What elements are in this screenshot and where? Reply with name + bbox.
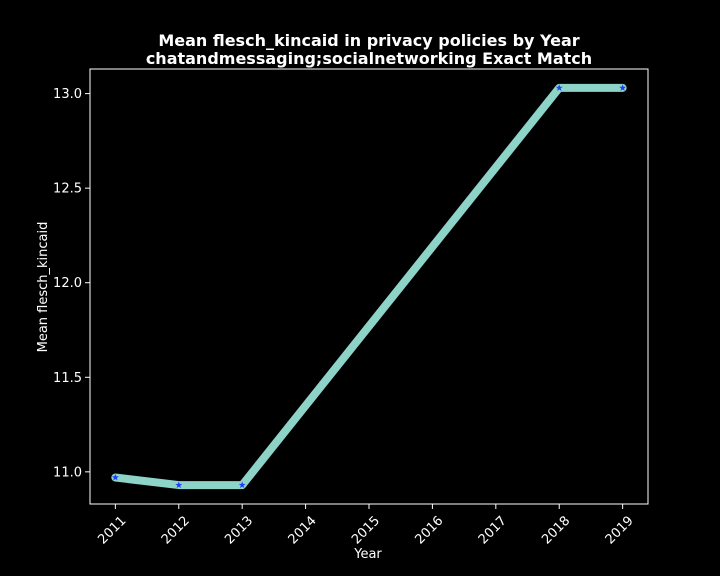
y-axis: 11.0 11.5 12.0 12.5 13.0 — [53, 87, 90, 480]
data-point-marker — [238, 481, 246, 488]
data-point-marker — [555, 84, 563, 91]
y-tick-label: 12.5 — [53, 182, 82, 197]
x-axis-label: Year — [353, 547, 382, 562]
y-tick-label: 11.0 — [53, 465, 82, 480]
data-point-marker — [619, 84, 627, 91]
y-tick-label: 13.0 — [53, 87, 82, 102]
y-tick-label: 11.5 — [53, 371, 82, 386]
chart-title: Mean flesch_kincaid in privacy policies … — [158, 31, 579, 50]
series-layer — [111, 83, 627, 490]
y-axis-label: Mean flesch_kincaid — [36, 222, 51, 353]
data-point-marker — [111, 473, 119, 481]
data-point-marker — [175, 481, 183, 488]
y-tick-label: 12.0 — [53, 276, 82, 291]
chart-subtitle: chatandmessaging;socialnetworking Exact … — [146, 49, 592, 68]
